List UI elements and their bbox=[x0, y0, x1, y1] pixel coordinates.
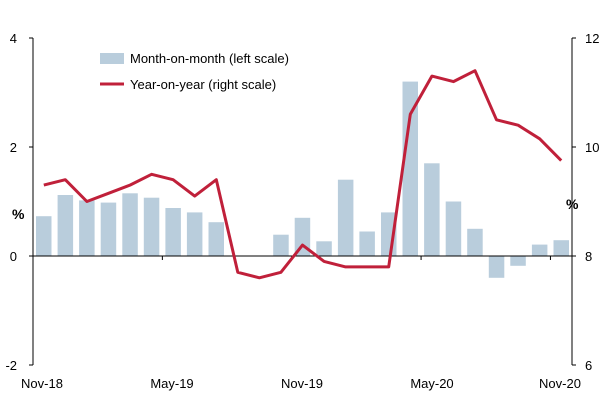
right-axis-label: % bbox=[566, 196, 579, 212]
tick-labels: -2 0 2 4 6 8 10 12 Nov-18 May-19 Nov-19 May-20 Nov-2… bbox=[5, 31, 599, 391]
left-axis-label: % bbox=[12, 206, 25, 222]
left-tick-label: 0 bbox=[10, 249, 17, 264]
x-tick-label: May-20 bbox=[410, 376, 453, 391]
bar bbox=[100, 202, 117, 256]
right-tick-label: 10 bbox=[585, 140, 599, 155]
bar bbox=[467, 228, 483, 257]
right-tick-label: 12 bbox=[585, 31, 599, 46]
left-tick-label: -2 bbox=[5, 358, 17, 373]
bar bbox=[445, 201, 462, 256]
legend-swatch-bar bbox=[100, 53, 124, 64]
bar bbox=[208, 222, 224, 256]
left-tick-label: 4 bbox=[10, 31, 17, 46]
bar bbox=[424, 163, 440, 256]
x-tick-label: May-19 bbox=[150, 376, 193, 391]
bar bbox=[36, 216, 52, 256]
bar bbox=[316, 241, 332, 256]
bar bbox=[531, 244, 548, 256]
x-tick-label: Nov-20 bbox=[539, 376, 581, 391]
x-tick-label: Nov-19 bbox=[281, 376, 323, 391]
line-series bbox=[43, 69, 563, 280]
bar bbox=[143, 197, 160, 256]
bar bbox=[402, 81, 418, 256]
bar bbox=[510, 256, 526, 266]
right-tick-label: 6 bbox=[585, 358, 592, 373]
bar bbox=[273, 234, 289, 256]
legend-label-line: Year-on-year (right scale) bbox=[130, 77, 276, 92]
right-tick-label: 8 bbox=[585, 249, 592, 264]
yoy-line bbox=[43, 69, 563, 280]
x-tick-label: Nov-18 bbox=[21, 376, 63, 391]
legend: Month-on-month (left scale) Year-on-year… bbox=[100, 51, 289, 92]
bar bbox=[359, 231, 375, 256]
axes bbox=[29, 37, 576, 366]
bar bbox=[553, 240, 569, 256]
left-tick-label: 2 bbox=[10, 140, 17, 155]
bar bbox=[186, 212, 203, 256]
bar bbox=[57, 195, 74, 256]
bar bbox=[488, 256, 505, 278]
bar bbox=[337, 179, 354, 256]
bar-series bbox=[36, 81, 569, 278]
bar bbox=[165, 208, 181, 256]
bar bbox=[122, 193, 138, 256]
bar bbox=[79, 200, 95, 256]
legend-label-bar: Month-on-month (left scale) bbox=[130, 51, 289, 66]
